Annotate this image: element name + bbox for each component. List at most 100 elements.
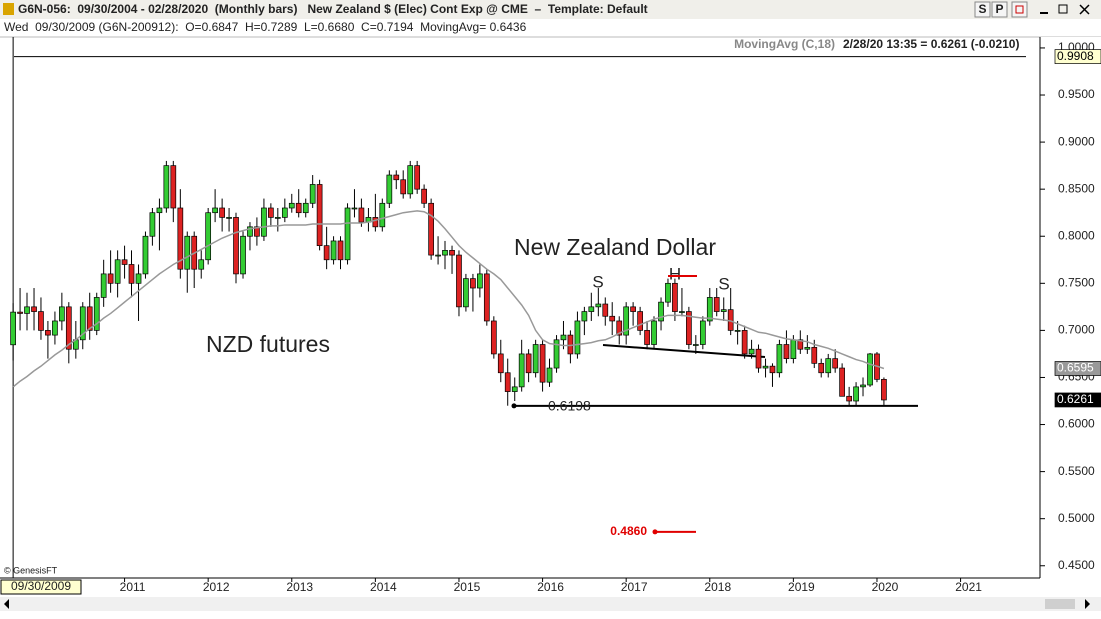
candle-body: [609, 315, 616, 322]
candle-body: [323, 245, 330, 261]
y-tick-label: 0.5000: [1058, 511, 1095, 525]
close-button[interactable]: [1079, 4, 1090, 15]
candle-body: [713, 297, 720, 312]
candle-body: [497, 353, 504, 374]
candle-body: [449, 250, 455, 256]
candle-body: [414, 165, 421, 190]
candle-body: [442, 250, 448, 256]
candle-body: [762, 365, 769, 369]
candle-body: [748, 348, 755, 355]
candle-body: [741, 330, 748, 355]
candle-body: [539, 344, 546, 383]
candle-body: [490, 320, 497, 355]
candle-body: [428, 202, 434, 256]
x-tick-label: 2016: [537, 580, 564, 594]
candle-body: [616, 320, 623, 336]
candle-body: [477, 273, 483, 289]
cursor-price-tag-label: 0.9908: [1057, 49, 1094, 63]
candle-body: [184, 235, 191, 270]
last-quote: 2/28/20 13:35 = 0.6261 (-0.0210): [843, 37, 1019, 51]
scroll-right[interactable]: [1085, 599, 1090, 609]
support-dot: [511, 403, 517, 409]
candle-body: [128, 264, 135, 284]
scroll-left[interactable]: [4, 599, 9, 609]
candle-body: [163, 165, 170, 209]
pin-icon: [1015, 5, 1024, 14]
candle-body: [518, 353, 525, 388]
button-label[interactable]: S: [978, 2, 986, 16]
moving-average-line: [12, 210, 885, 388]
candle-body: [769, 365, 776, 374]
ma-price-tag: [1054, 361, 1101, 376]
candle-body: [630, 306, 636, 312]
candle-body: [421, 188, 427, 204]
candle-body: [372, 217, 379, 228]
candle-body: [24, 306, 30, 314]
candle-body: [804, 346, 811, 350]
y-tick-label: 0.6000: [1058, 417, 1095, 431]
candle-body: [644, 330, 650, 345]
candle-body: [45, 330, 51, 336]
candle-body: [525, 353, 532, 374]
candle-body: [797, 339, 804, 350]
candle-body: [79, 306, 86, 341]
candle-body: [226, 217, 232, 219]
button[interactable]: [974, 1, 991, 18]
x-tick-label: 2018: [704, 580, 731, 594]
candle-body: [379, 202, 386, 228]
candle-body: [595, 303, 602, 308]
y-tick-label: 0.7500: [1058, 275, 1095, 289]
button[interactable]: [991, 1, 1008, 18]
candle-body: [511, 386, 518, 392]
candle-body: [261, 207, 267, 237]
candle-body: [846, 395, 852, 402]
candle-body: [720, 309, 727, 312]
candle-body: [156, 207, 163, 214]
candle-body: [755, 348, 762, 369]
x-tick-label: 2020: [872, 580, 899, 594]
target-label: 0.4860: [610, 524, 647, 538]
restore-button[interactable]: [1058, 4, 1068, 14]
button-label[interactable]: P: [995, 2, 1003, 16]
candle-body: [10, 311, 16, 346]
candle-body: [93, 297, 100, 331]
y-tick-label: 0.7000: [1058, 323, 1095, 337]
copyright: © GenesisFT: [4, 565, 58, 575]
candle-body: [699, 320, 706, 345]
indicator-label: MovingAvg (C,18): [734, 37, 835, 51]
pin-button[interactable]: [1011, 1, 1028, 18]
candle-body: [274, 217, 281, 219]
candle-body: [309, 184, 316, 204]
candle-body: [602, 303, 609, 317]
date-tag: [0, 579, 82, 595]
candle-body: [268, 207, 274, 218]
x-tick-label: 2015: [454, 580, 481, 594]
candle-body: [776, 344, 783, 374]
scroll-thumb[interactable]: [1045, 599, 1075, 609]
candle-body: [100, 273, 107, 298]
candle-body: [170, 165, 177, 209]
candle-body: [560, 334, 567, 341]
candle-body: [219, 207, 225, 218]
y-tick-label: 0.5500: [1058, 464, 1095, 478]
candle-body: [686, 311, 692, 345]
candle-body: [867, 353, 873, 386]
candle-body: [288, 202, 295, 209]
candle-body: [254, 226, 260, 237]
ma-price-tag-label: 0.6595: [1057, 361, 1094, 375]
x-tick-label: 2017: [621, 580, 648, 594]
candle-body: [107, 273, 114, 284]
candle-body: [860, 384, 866, 388]
x-tick-label: 2011: [120, 580, 146, 594]
info-bar: [0, 19, 1101, 37]
y-tick-label: 0.9000: [1058, 134, 1095, 148]
candle-body: [337, 240, 344, 261]
candle-body: [247, 226, 253, 237]
neckline: [602, 344, 766, 358]
support-label: 0.6198: [548, 398, 591, 414]
scrollbar[interactable]: [0, 597, 1101, 611]
candle-body: [149, 212, 156, 237]
candle-body: [393, 174, 400, 181]
